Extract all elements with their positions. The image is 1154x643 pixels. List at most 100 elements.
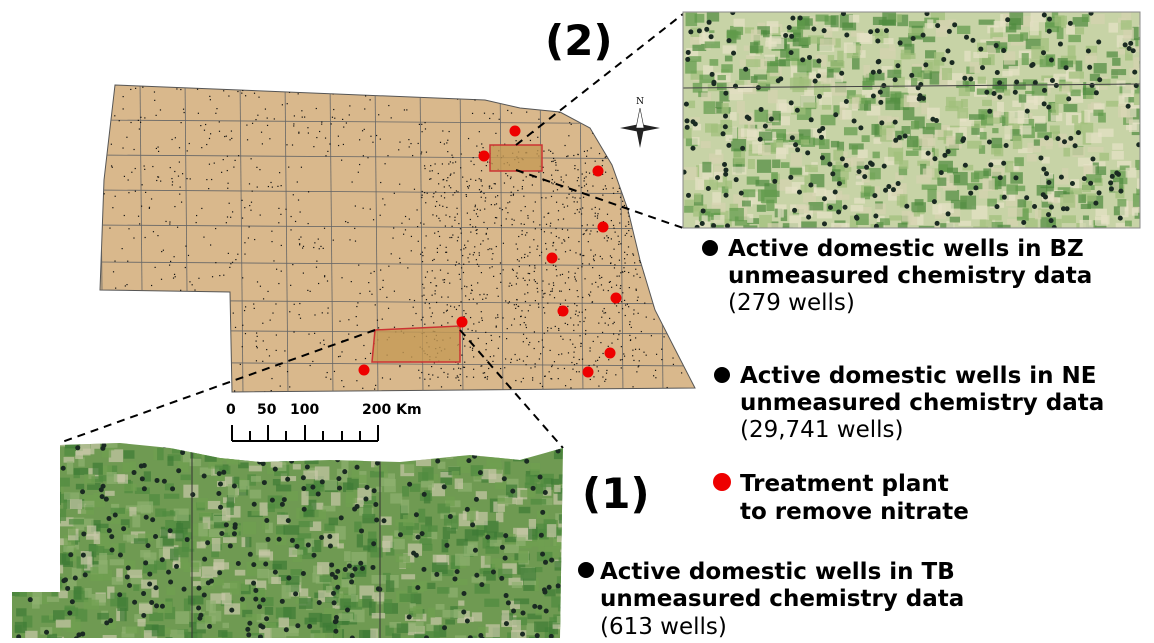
plant-dot [359,365,370,376]
well-dot [502,476,507,481]
well-dot [484,372,485,373]
well-dot [549,634,554,639]
well-dot [279,366,280,367]
well-dot [1042,12,1047,17]
field [791,153,802,166]
field [260,502,268,515]
well-dot [586,156,587,157]
well-dot [212,276,213,277]
well-dot [681,372,682,373]
field [1134,46,1147,52]
field [750,42,758,53]
well-dot [316,108,317,109]
well-dot [321,122,322,123]
well-dot [875,28,880,33]
well-dot [387,155,388,156]
well-dot [55,580,60,585]
field [25,631,37,641]
well-dot [388,266,389,267]
well-dot [645,265,646,266]
field [880,218,890,225]
well-dot [114,345,115,346]
well-dot [554,160,555,161]
well-dot [346,122,347,123]
well-dot [237,254,238,255]
well-dot [628,230,629,231]
well-dot [549,371,550,372]
well-dot [592,302,593,303]
well-dot [465,247,466,248]
well-dot [553,265,554,266]
field [390,493,402,503]
well-dot [537,283,538,284]
well-dot [597,231,598,232]
well-dot [822,196,827,201]
well-dot [422,252,423,253]
well-dot [551,161,552,162]
field [1034,139,1040,145]
well-dot [489,267,490,268]
well-dot [1131,48,1136,53]
field [154,561,166,570]
well-dot [470,231,471,232]
well-dot [553,285,554,286]
well-dot [577,268,578,269]
well-dot [446,247,447,248]
well-dot [250,210,251,211]
well-dot [964,35,969,40]
well-dot [118,553,123,558]
well-dot [247,139,248,140]
well-dot [602,376,603,377]
well-dot [1042,101,1047,106]
well-dot [585,317,586,318]
well-dot [293,194,294,195]
field [315,510,326,520]
well-dot [1005,17,1010,22]
well-dot [421,319,422,320]
well-dot [544,333,545,334]
field [869,73,885,81]
well-dot [349,105,350,106]
well-dot [465,295,466,296]
field [923,37,935,43]
field [799,37,811,45]
well-dot [541,229,542,230]
well-dot [334,371,335,372]
well-dot [561,353,562,354]
tb-inset [0,438,582,643]
well-dot [704,27,709,32]
well-dot [187,150,188,151]
field [473,441,488,451]
field [1006,184,1018,194]
well-dot [653,319,654,320]
field [919,134,933,146]
well-dot [532,604,537,609]
field [1066,25,1075,35]
well-dot [444,197,445,198]
well-dot [39,484,44,489]
well-dot [500,262,501,263]
well-dot [625,151,626,152]
well-dot [624,262,625,263]
scale-bar [232,425,378,441]
well-dot [448,514,453,519]
well-dot [628,224,629,225]
well-dot [451,155,452,156]
well-dot [526,338,527,339]
well-dot [697,28,702,33]
well-dot [442,625,447,630]
well-dot [566,175,567,176]
field [56,620,71,628]
well-dot [81,553,86,558]
well-dot [1059,175,1064,180]
well-dot [257,281,258,282]
well-dot [556,583,561,588]
well-dot [257,347,258,348]
well-dot [519,359,520,360]
well-dot [332,600,337,605]
field [816,15,829,22]
field [133,585,139,591]
well-dot [970,38,975,43]
field [964,51,970,62]
field [53,492,61,505]
